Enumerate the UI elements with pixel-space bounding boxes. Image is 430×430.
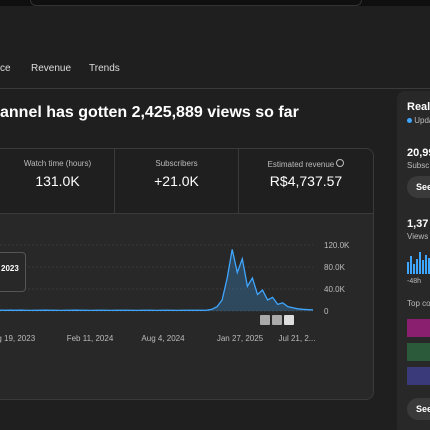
rt-bar [413, 264, 415, 274]
chart-controls [260, 315, 294, 325]
clock-icon [336, 159, 345, 167]
tab[interactable]: Revenue [31, 63, 72, 74]
rt-bar [428, 258, 430, 274]
card: Watch time (hours) 131.0K Subscribers +2… [0, 148, 374, 400]
rt-bar [416, 259, 418, 274]
headline: annel has gotten 2,425,889 views so far [0, 104, 299, 121]
rt-top: Top co [407, 299, 430, 308]
divider [0, 88, 430, 89]
y-tick-label: 80.0K [324, 263, 346, 272]
thumbnail[interactable] [407, 367, 430, 385]
control[interactable] [260, 315, 270, 325]
metric-label: Watch time (hours) [23, 159, 92, 168]
metric-value: 131.0K [35, 173, 80, 189]
sep [114, 149, 115, 213]
realtime-card: Realt Upda 20,99 Subsc See 1,37 Views -4… [397, 91, 430, 430]
rt-update: Upda [407, 116, 430, 125]
rt-views-label: Views [407, 232, 429, 241]
x-tick-label: Jul 21, 2... [279, 334, 316, 343]
see-button[interactable]: See [407, 398, 430, 420]
control[interactable] [272, 315, 282, 325]
top-bar [0, 0, 430, 6]
see-button[interactable]: See [407, 176, 430, 198]
tab[interactable]: ce [0, 63, 11, 74]
rt-axis: -48h [407, 278, 422, 285]
rt-bar [419, 252, 421, 274]
thumbnail[interactable] [407, 319, 430, 337]
tooltip: 2023 [0, 252, 26, 292]
thumbnail[interactable] [407, 343, 430, 361]
y-tick-label: 120.0K [324, 241, 350, 250]
metric-label: Subscribers [155, 159, 198, 168]
y-tick-label: 0 [324, 307, 329, 316]
tab[interactable]: Trends [89, 63, 120, 74]
metric-label: Estimated revenue [239, 159, 373, 169]
y-tick-label: 40.0K [324, 285, 346, 294]
rt-bar [407, 262, 409, 274]
rt-bar [425, 255, 427, 274]
search-box[interactable] [30, 0, 362, 6]
control[interactable] [284, 315, 294, 325]
x-tick-label: Aug 4, 2024 [141, 334, 185, 343]
tooltip-text: 2023 [1, 264, 19, 273]
chart: 120.0K 80.0K 40.0K 0 ug 19, 2023 Feb 11, 2024… [0, 241, 350, 343]
x-tick-label: Feb 11, 2024 [67, 334, 114, 343]
rt-subs-label: Subsc [407, 161, 430, 170]
x-tick-label: ug 19, 2023 [0, 334, 36, 343]
metric-value: +21.0K [154, 173, 199, 189]
line [0, 249, 314, 312]
area [0, 249, 313, 311]
rt-bars [407, 246, 430, 274]
rt-bar [422, 260, 424, 274]
rt-subs: 20,99 [407, 147, 430, 159]
rt-views: 1,37 [407, 218, 429, 230]
metric-value: R$4,737.57 [269, 173, 343, 189]
rt-bar [410, 256, 412, 274]
sep [238, 149, 239, 213]
metrics-row [0, 149, 373, 214]
rt-title: Realt [407, 101, 430, 113]
x-tick-label: Jan 27, 2025 [217, 334, 264, 343]
